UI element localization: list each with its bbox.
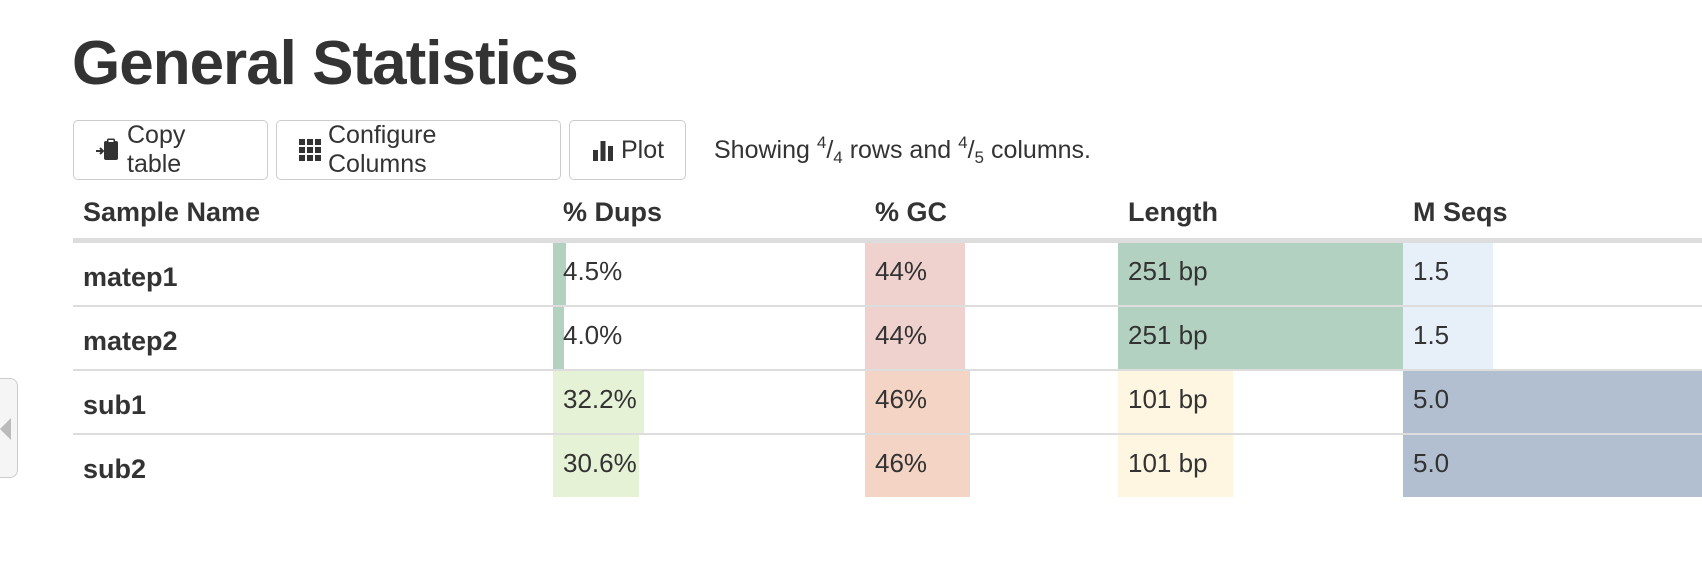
mseqs-value: 5.0 (1413, 384, 1450, 414)
header-dups[interactable]: % Dups (563, 197, 663, 227)
sample-name-cell: sub1 (83, 390, 147, 420)
cols-shown: 4 (958, 132, 968, 152)
header-gc[interactable]: % GC (875, 197, 948, 227)
table-row: sub1 32.2% 46% 101 bp 5.0 (73, 371, 1702, 435)
dups-value: 30.6% (563, 448, 637, 478)
table-status-text: Showing 4/4 rows and 4/5 columns. (714, 132, 1091, 167)
caret-left-icon (0, 418, 11, 440)
general-stats-table: Sample Name % Dups % GC Length M Seqs ma… (73, 182, 1702, 497)
configure-columns-label: Configure Columns (328, 121, 437, 178)
length-cell: 251 bp (1118, 307, 1403, 369)
status-prefix: Showing (714, 135, 810, 164)
length-cell: 251 bp (1118, 243, 1403, 305)
length-cell: 101 bp (1118, 435, 1403, 497)
dups-cell: 4.5% (553, 243, 835, 305)
rows-shown: 4 (816, 132, 827, 152)
gc-cell: 44% (865, 307, 1093, 369)
status-suffix: columns. (990, 135, 1091, 164)
mseqs-value: 5.0 (1413, 448, 1450, 478)
sample-name-cell: sub2 (83, 454, 147, 484)
grid-icon (298, 138, 322, 162)
dups-cell: 30.6% (553, 435, 835, 497)
header-sample-name[interactable]: Sample Name (83, 197, 261, 227)
length-bar (1118, 435, 1233, 497)
length-bar (1118, 243, 1403, 305)
dups-bar (553, 371, 644, 433)
side-panel-toggle[interactable] (0, 378, 18, 478)
rows-total: 4 (833, 147, 843, 167)
mseqs-cell: 5.0 (1403, 371, 1702, 433)
gc-value: 44% (875, 320, 928, 350)
length-value: 101 bp (1128, 384, 1208, 414)
table-toolbar: Copy table Configure Columns (73, 120, 1091, 180)
gc-bar (865, 243, 965, 305)
header-mseqs[interactable]: M Seqs (1413, 197, 1508, 227)
dups-value: 32.2% (563, 384, 637, 414)
length-value: 251 bp (1128, 320, 1208, 350)
length-value: 101 bp (1128, 448, 1208, 478)
table-row: sub2 30.6% 46% 101 bp 5.0 (73, 435, 1702, 497)
gc-cell: 46% (865, 371, 1093, 433)
gc-cell: 46% (865, 435, 1093, 497)
clipboard-icon (95, 137, 121, 163)
table-body: matep1 4.5% 44% 251 bp 1.5 matep2 4.0% 44% 251 b… (73, 243, 1702, 497)
gc-value: 46% (875, 448, 928, 478)
plot-label: Plot (621, 135, 665, 164)
header-length[interactable]: Length (1128, 197, 1218, 227)
mseqs-cell: 1.5 (1403, 307, 1702, 369)
copy-table-button[interactable]: Copy table (73, 120, 268, 180)
mseqs-bar (1403, 435, 1702, 497)
mseqs-bar (1403, 243, 1493, 305)
length-bar (1118, 307, 1403, 369)
copy-table-label: Copy table (127, 121, 186, 178)
mseqs-value: 1.5 (1413, 320, 1450, 350)
table-row: matep2 4.0% 44% 251 bp 1.5 (73, 307, 1702, 371)
dups-bar (553, 243, 566, 305)
gc-value: 44% (875, 256, 928, 286)
dups-bar (553, 307, 564, 369)
gc-bar (865, 307, 965, 369)
dups-cell: 32.2% (553, 371, 835, 433)
length-cell: 101 bp (1118, 371, 1403, 433)
mseqs-value: 1.5 (1413, 256, 1450, 286)
gc-cell: 44% (865, 243, 1093, 305)
mseqs-bar (1403, 371, 1702, 433)
gc-bar (865, 371, 970, 433)
sample-name-cell: matep2 (83, 326, 178, 356)
mseqs-cell: 5.0 (1403, 435, 1702, 497)
plot-button[interactable]: Plot (569, 120, 686, 180)
gc-value: 46% (875, 384, 928, 414)
page-title: General Statistics (72, 29, 579, 98)
dups-value: 4.0% (563, 320, 623, 350)
bar-chart-icon (591, 138, 615, 162)
dups-bar (553, 435, 639, 497)
cols-total: 5 (974, 147, 984, 167)
mseqs-cell: 1.5 (1403, 243, 1702, 305)
dups-value: 4.5% (563, 256, 623, 286)
mseqs-bar (1403, 307, 1493, 369)
dups-cell: 4.0% (553, 307, 835, 369)
table-header-row: Sample Name % Dups % GC Length M Seqs (73, 182, 1702, 243)
gc-bar (865, 435, 970, 497)
configure-columns-button[interactable]: Configure Columns (276, 120, 561, 180)
length-value: 251 bp (1128, 256, 1208, 286)
table-row: matep1 4.5% 44% 251 bp 1.5 (73, 243, 1702, 307)
status-middle: rows and (849, 135, 952, 164)
sample-name-cell: matep1 (83, 262, 178, 292)
length-bar (1118, 371, 1233, 433)
